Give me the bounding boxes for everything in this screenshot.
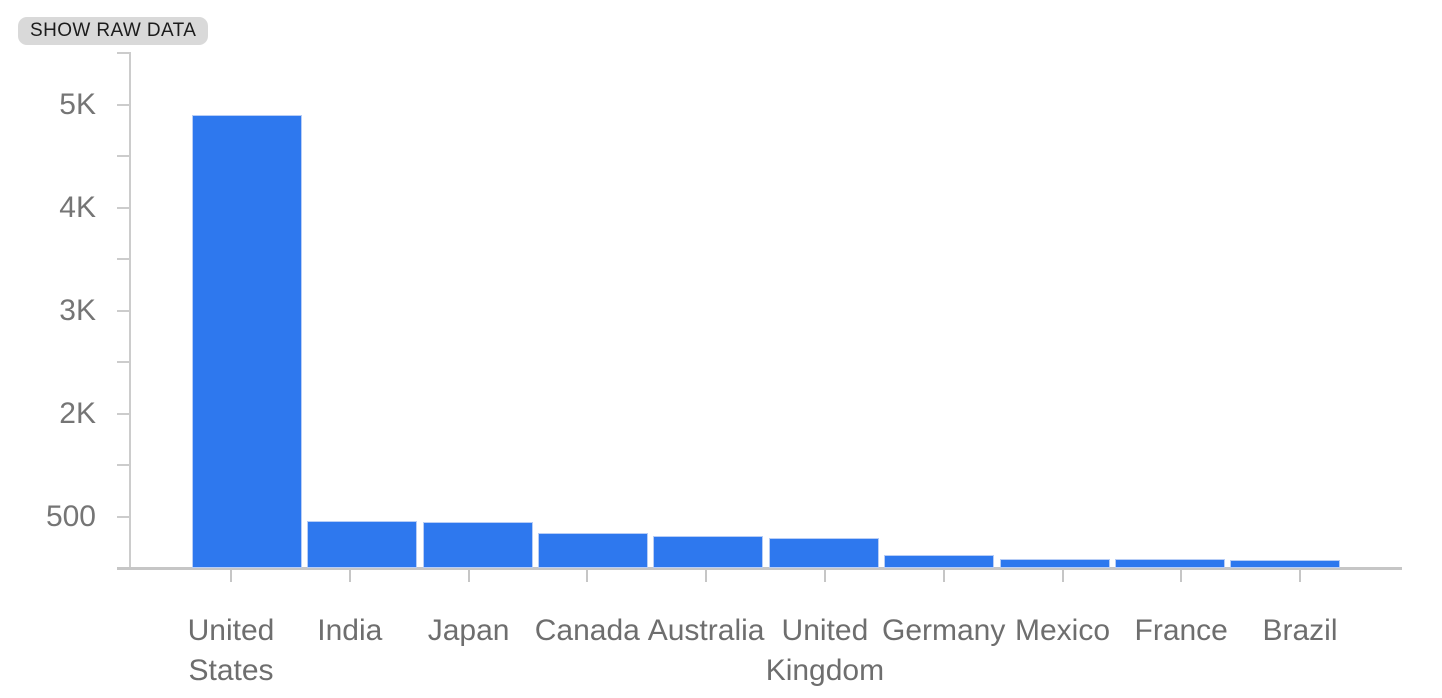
y-tick bbox=[117, 464, 131, 466]
x-tick bbox=[705, 570, 708, 582]
y-tick bbox=[117, 206, 131, 209]
x-axis-label-australia: Australia bbox=[647, 614, 765, 647]
x-tick bbox=[942, 570, 945, 582]
show-raw-data-button[interactable]: SHOW RAW DATA bbox=[18, 17, 209, 45]
x-axis-label-japan: Japan bbox=[427, 614, 510, 647]
y-tick-label: 4K bbox=[59, 190, 96, 224]
bar-india[interactable] bbox=[307, 520, 418, 568]
y-tick bbox=[117, 155, 131, 157]
bar-australia[interactable] bbox=[653, 535, 764, 568]
y-tick bbox=[117, 515, 131, 518]
bar-mexico[interactable] bbox=[999, 559, 1110, 568]
x-axis-label-france: France bbox=[1134, 614, 1228, 647]
x-axis-label-mexico: Mexico bbox=[1014, 614, 1111, 647]
bar-united-kingdom[interactable] bbox=[768, 538, 879, 568]
y-tick bbox=[117, 258, 131, 260]
x-axis-line bbox=[117, 567, 1402, 570]
y-tick bbox=[117, 361, 131, 363]
x-tick bbox=[467, 570, 470, 582]
x-axis-label-india: India bbox=[317, 614, 383, 647]
bar-france[interactable] bbox=[1114, 559, 1225, 568]
x-axis-label-brazil: Brazil bbox=[1262, 614, 1338, 647]
x-tick bbox=[1061, 570, 1064, 582]
y-tick bbox=[117, 309, 131, 312]
x-tick bbox=[348, 570, 351, 582]
y-tick bbox=[117, 412, 131, 415]
bar-united-states[interactable] bbox=[191, 114, 302, 568]
y-tick bbox=[117, 103, 131, 106]
x-axis-label-germany: Germany bbox=[882, 614, 1006, 647]
y-tick-label: 5K bbox=[59, 87, 96, 121]
y-tick-label: 500 bbox=[45, 499, 96, 533]
bar-japan[interactable] bbox=[422, 522, 533, 568]
x-axis-label-united-states: United States bbox=[187, 614, 275, 687]
x-axis-label-united-kingdom: United Kingdom bbox=[765, 614, 885, 687]
x-tick bbox=[586, 570, 589, 582]
y-tick-label: 3K bbox=[59, 293, 96, 327]
x-tick bbox=[1299, 570, 1301, 582]
bar-germany[interactable] bbox=[884, 555, 995, 568]
x-tick bbox=[1180, 570, 1183, 582]
bar-brazil[interactable] bbox=[1230, 559, 1341, 568]
x-axis-label-canada: Canada bbox=[534, 614, 640, 647]
y-tick-label: 2K bbox=[59, 396, 96, 430]
x-tick bbox=[230, 570, 232, 582]
bar-canada[interactable] bbox=[537, 532, 648, 568]
y-tick bbox=[117, 52, 131, 54]
x-tick bbox=[823, 570, 826, 582]
